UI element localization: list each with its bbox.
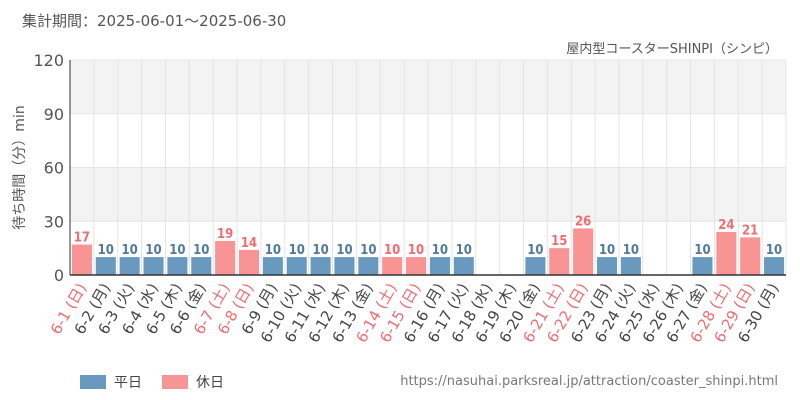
bar-value-label: 10	[122, 243, 138, 258]
bar	[740, 237, 761, 275]
bar	[119, 257, 140, 275]
bar-value-label: 10	[766, 243, 782, 258]
bar-value-label: 10	[623, 243, 639, 258]
bar	[764, 257, 785, 275]
bar	[215, 240, 236, 275]
bar	[262, 257, 283, 275]
bar-value-label: 26	[575, 214, 591, 229]
bar	[71, 244, 92, 275]
bar	[167, 257, 188, 275]
bar-value-label: 10	[312, 243, 328, 258]
bar-value-label: 21	[742, 223, 758, 238]
bar	[382, 257, 403, 275]
bar-value-label: 17	[74, 231, 90, 246]
bar	[191, 257, 212, 275]
y-tick-label: 0	[54, 266, 64, 285]
bar-value-label: 19	[217, 227, 233, 242]
bar-value-label: 14	[241, 236, 257, 251]
bar-value-label: 10	[599, 243, 615, 258]
bar	[692, 257, 713, 275]
bar	[334, 257, 355, 275]
bar	[525, 257, 546, 275]
y-axis-label: 待ち時間（分）min	[12, 105, 28, 229]
bar-value-label: 10	[432, 243, 448, 258]
legend: 平日 休日	[80, 372, 244, 392]
chart-title: 屋内型コースターSHINPI（シンピ）	[566, 42, 778, 57]
bar	[238, 249, 260, 275]
bar	[358, 257, 379, 275]
bar	[620, 257, 641, 275]
legend-label-holiday: 休日	[196, 375, 224, 391]
bar-value-label: 10	[289, 243, 305, 258]
bar	[716, 232, 737, 275]
bar-value-label: 10	[145, 243, 161, 258]
bar-value-label: 10	[265, 243, 281, 258]
bar-value-label: 10	[360, 243, 376, 258]
y-tick-label: 120	[33, 51, 64, 70]
bar	[406, 257, 427, 275]
legend-swatch-holiday	[162, 375, 188, 389]
bar-value-label: 10	[456, 243, 472, 258]
bar	[453, 257, 474, 275]
bar	[143, 257, 164, 275]
legend-item-weekday: 平日	[80, 372, 142, 392]
bar	[573, 228, 594, 275]
bar	[286, 257, 307, 275]
source-url: https://nasuhai.parksreal.jp/attraction/…	[400, 374, 778, 389]
bar	[310, 257, 331, 275]
bar-value-label: 10	[408, 243, 424, 258]
bar	[549, 248, 570, 275]
bar-value-label: 10	[169, 243, 185, 258]
bar	[95, 257, 116, 275]
y-tick-label: 90	[44, 105, 64, 124]
bar	[429, 257, 450, 275]
bar-value-label: 24	[718, 218, 734, 233]
legend-swatch-weekday	[80, 375, 106, 389]
bar-value-label: 10	[336, 243, 352, 258]
bar-value-label: 10	[193, 243, 209, 258]
period-label: 集計期間：2025-06-01～2025-06-30	[22, 12, 287, 30]
bar-value-label: 10	[527, 243, 543, 258]
bar-value-label: 10	[694, 243, 710, 258]
bar-value-label: 15	[551, 234, 567, 249]
bar-value-label: 10	[98, 243, 114, 258]
bar	[596, 257, 618, 275]
legend-label-weekday: 平日	[114, 375, 142, 391]
legend-item-holiday: 休日	[162, 372, 224, 392]
bar-value-label: 10	[384, 243, 400, 258]
y-tick-label: 60	[44, 159, 64, 178]
y-tick-label: 30	[44, 212, 64, 231]
